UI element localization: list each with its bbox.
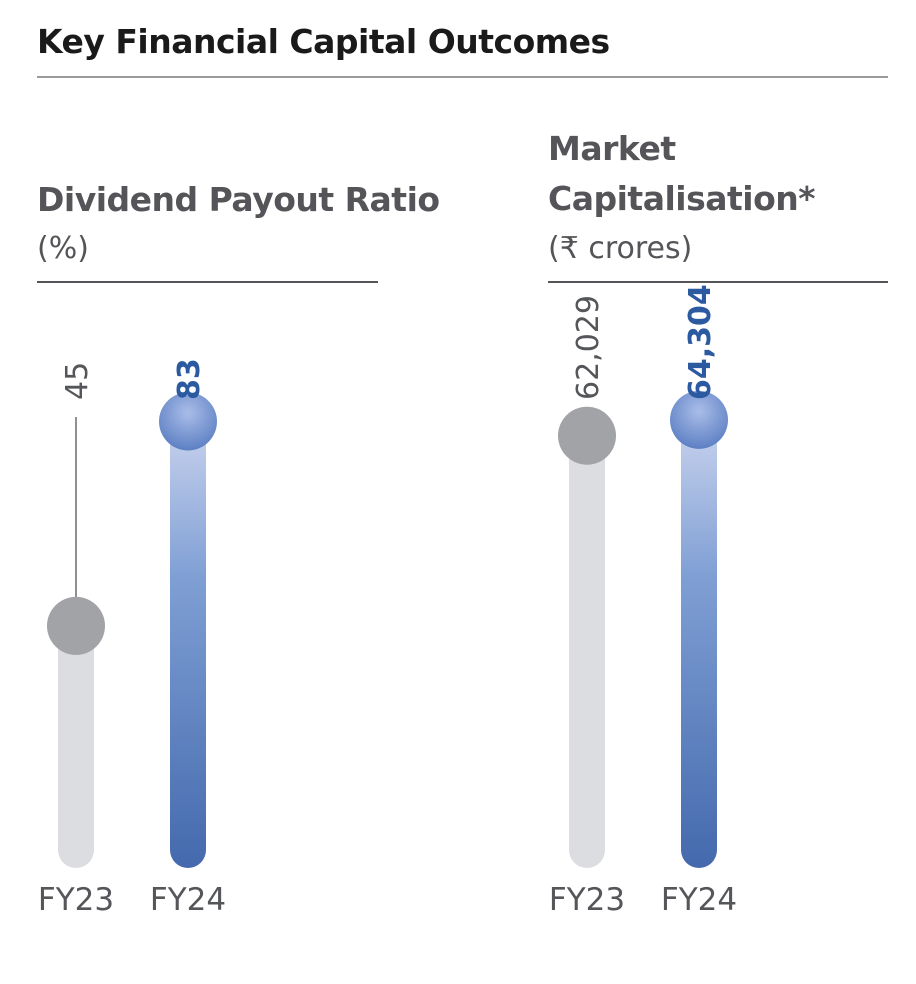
dividend-payout-dot-fy23 — [47, 596, 105, 655]
market-cap-unit: (₹ crores) — [548, 231, 693, 266]
dividend-payout-bar-fy23 — [58, 625, 94, 868]
dividend-payout-category-fy24: FY24 — [150, 882, 226, 918]
dividend-payout-title: Dividend Payout Ratio — [37, 180, 440, 219]
market-cap-divider — [548, 281, 888, 283]
dividend-payout-bar-fy24 — [170, 421, 206, 868]
market-cap-dot-fy24 — [670, 390, 728, 449]
market-cap-value-fy23: 62,029 — [571, 295, 606, 400]
market-cap-bar-fy24 — [681, 419, 717, 868]
market-cap-category-fy23: FY23 — [549, 882, 625, 918]
page-title: Key Financial Capital Outcomes — [37, 22, 610, 61]
dividend-payout-category-fy23: FY23 — [38, 882, 114, 918]
dividend-payout-value-fy23: 45 — [60, 362, 95, 400]
dividend-payout-value-fy24: 83 — [172, 358, 207, 400]
market-cap-value-fy24: 64,304 — [683, 284, 718, 400]
market-cap-dot-fy23 — [558, 406, 616, 465]
dividend-payout-dot-fy24 — [159, 392, 217, 451]
market-cap-bar-fy23 — [569, 435, 605, 868]
market-cap-category-fy24: FY24 — [661, 882, 737, 918]
market-cap-title: Market Capitalisation* — [548, 129, 816, 218]
title-divider — [37, 76, 888, 78]
dividend-payout-unit: (%) — [37, 231, 89, 266]
dividend-payout-divider — [37, 281, 378, 283]
